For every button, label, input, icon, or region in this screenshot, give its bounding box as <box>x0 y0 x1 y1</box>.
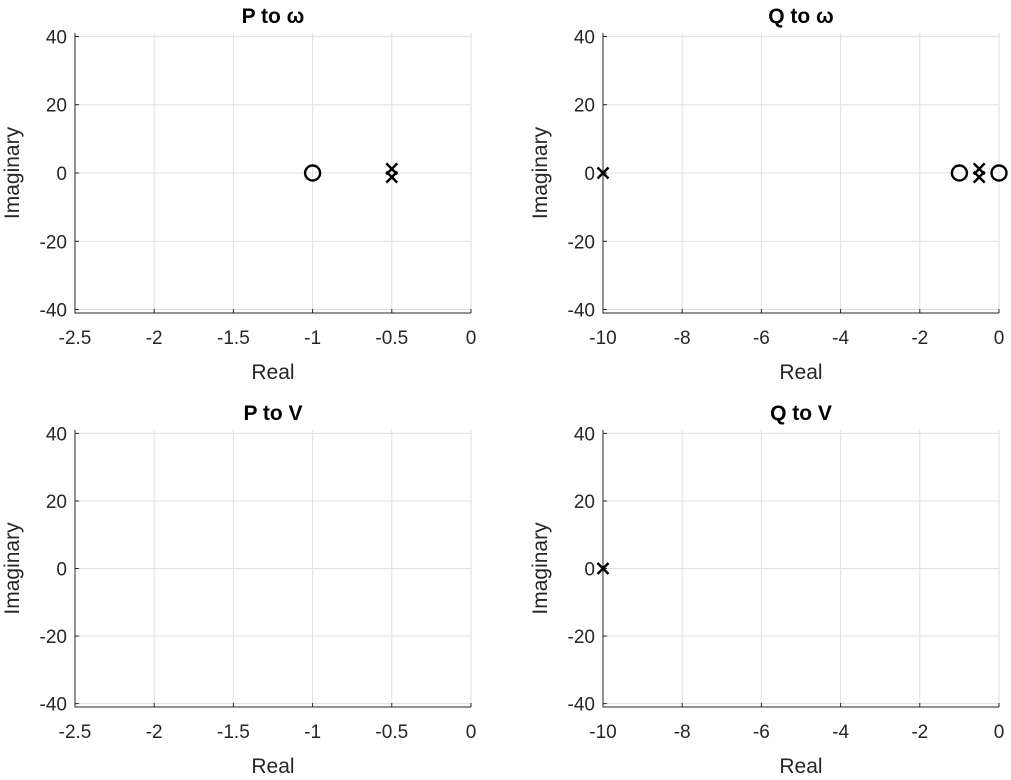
x-tick-label: -2 <box>911 722 928 743</box>
y-tick-label: 20 <box>574 96 595 117</box>
x-tick-label: -1.5 <box>217 722 250 743</box>
y-axis-label: Imaginary <box>1 522 24 615</box>
pole-marker <box>385 170 399 184</box>
x-tick-label: -2.5 <box>59 328 92 349</box>
x-axis-label: Real <box>779 361 822 384</box>
x-tick-label: -2 <box>911 328 928 349</box>
x-tick-label: -1 <box>304 722 321 743</box>
y-tick-label: -40 <box>568 695 595 716</box>
x-axis-label: Real <box>779 755 822 778</box>
y-tick-label: 0 <box>584 164 595 185</box>
y-tick-label: 0 <box>584 560 595 581</box>
x-tick-label: -10 <box>589 722 616 743</box>
x-tick-label: -2.5 <box>59 722 92 743</box>
x-axis-label: Real <box>251 361 294 384</box>
pole-marker <box>596 562 610 575</box>
x-tick-label: -6 <box>753 328 770 349</box>
x-tick-label: -1 <box>304 328 321 349</box>
x-tick-label: 0 <box>466 328 477 349</box>
x-tick-label: -8 <box>674 328 691 349</box>
x-tick-label: -0.5 <box>375 722 408 743</box>
y-tick-label: -40 <box>568 301 595 322</box>
y-tick-label: -40 <box>40 301 67 322</box>
x-tick-label: 0 <box>994 722 1005 743</box>
x-tick-label: 0 <box>994 328 1005 349</box>
y-tick-label: -20 <box>568 232 595 253</box>
subplot-title: P to ω <box>242 5 305 28</box>
y-tick-label: -20 <box>568 627 595 648</box>
x-axis-label: Real <box>251 755 294 778</box>
y-tick-label: 20 <box>574 492 595 513</box>
x-tick-label: -4 <box>832 328 849 349</box>
x-tick-label: -8 <box>674 722 691 743</box>
subplot-title: P to V <box>243 402 302 425</box>
y-tick-label: 20 <box>46 492 67 513</box>
y-axis-label: Imaginary <box>529 522 552 615</box>
x-tick-label: 0 <box>466 722 477 743</box>
y-tick-label: -20 <box>40 232 67 253</box>
zero-marker <box>950 164 969 182</box>
x-tick-label: -1.5 <box>217 328 250 349</box>
y-tick-label: -40 <box>40 695 67 716</box>
x-tick-label: -2 <box>146 722 163 743</box>
y-tick-label: 40 <box>46 27 67 48</box>
x-tick-label: -4 <box>832 722 849 743</box>
x-tick-label: -6 <box>753 722 770 743</box>
y-tick-label: 20 <box>46 96 67 117</box>
zero-marker <box>303 164 322 182</box>
x-tick-label: -10 <box>589 328 616 349</box>
subplot-title: Q to ω <box>768 5 834 28</box>
y-tick-label: 0 <box>56 560 67 581</box>
subplot-1: -2.5 -2 -1.5 -1 -0.5 0 40 20 0 -20 -40 P to ω Real Im… <box>1 5 476 384</box>
y-axis-label: Imaginary <box>529 126 552 219</box>
y-tick-label: 40 <box>46 424 67 445</box>
y-axis-label: Imaginary <box>1 126 24 219</box>
pole-marker <box>596 166 610 180</box>
y-tick-label: 40 <box>574 424 595 445</box>
subplot-3: -2.5 -2 -1.5 -1 -0.5 0 40 20 0 -20 -40 P to V Real Im… <box>1 402 476 778</box>
pole-marker <box>972 170 986 184</box>
y-tick-label: 40 <box>574 27 595 48</box>
zero-marker <box>990 164 1008 182</box>
y-tick-label: -20 <box>40 627 67 648</box>
x-tick-label: -0.5 <box>375 328 408 349</box>
x-tick-label: -2 <box>146 328 163 349</box>
subplot-title: Q to V <box>770 402 832 425</box>
y-tick-label: 0 <box>56 164 67 185</box>
